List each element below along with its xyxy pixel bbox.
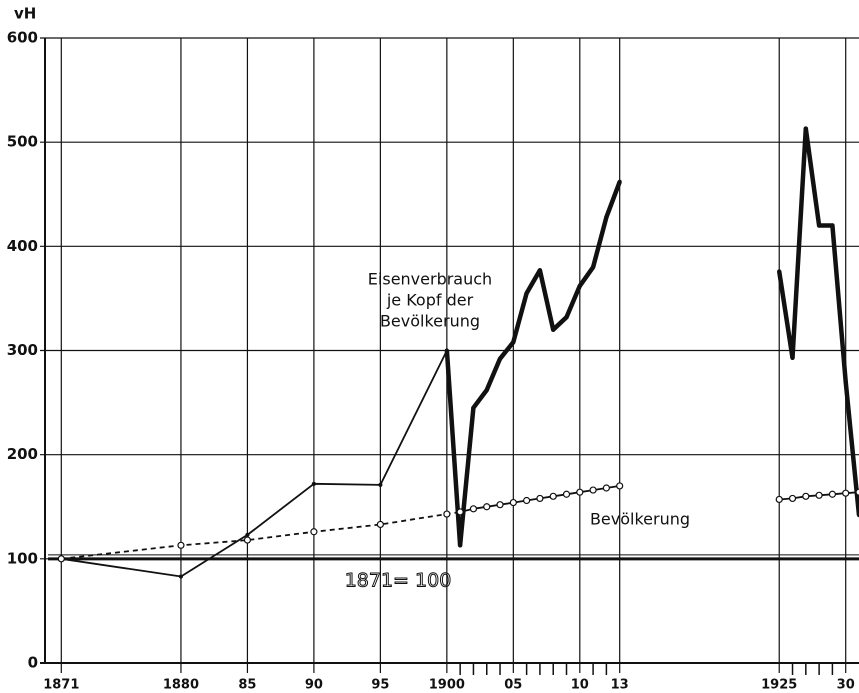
vertex	[590, 265, 596, 270]
x-tick-label: 30	[837, 678, 855, 693]
marker	[496, 501, 504, 509]
vertex	[471, 405, 476, 410]
annotation: Bevölkerung	[380, 312, 480, 331]
marker	[788, 494, 797, 503]
marker	[616, 482, 624, 490]
vertex	[803, 126, 808, 131]
x-tick-label: 10	[571, 678, 589, 693]
marker	[589, 486, 597, 494]
annotation: Eisenverbrauch	[368, 270, 492, 289]
x-tick-label: 1900	[429, 678, 465, 693]
vertex	[604, 215, 609, 220]
vertex	[497, 356, 503, 361]
y-tick-label: 600	[7, 29, 38, 47]
y-tick-label: 400	[7, 237, 38, 255]
marker	[483, 503, 491, 511]
marker	[509, 498, 517, 507]
vertex	[777, 269, 782, 274]
vertex	[617, 179, 622, 184]
y-tick-label: 500	[7, 133, 38, 151]
vertex	[790, 355, 795, 360]
marker	[243, 536, 252, 544]
marker	[842, 489, 850, 497]
line	[61, 511, 461, 560]
marker	[828, 490, 837, 498]
y-tick-label: 100	[7, 549, 38, 567]
vertex	[564, 315, 569, 320]
y-tick-label: 0	[28, 654, 38, 672]
x-tick-label: 1880	[163, 678, 199, 693]
vertex	[511, 340, 516, 345]
x-tick-label: 05	[504, 678, 522, 693]
vertex	[524, 291, 529, 296]
marker	[802, 492, 810, 500]
marker	[775, 495, 783, 504]
x-tick-label: 13	[611, 678, 629, 693]
vertex	[378, 482, 383, 487]
vertex	[817, 223, 822, 228]
marker	[815, 491, 823, 499]
y-tick-label: 300	[7, 341, 38, 359]
vertex	[444, 348, 449, 353]
marker	[855, 488, 859, 496]
line	[444, 181, 622, 548]
vertex	[577, 283, 582, 289]
marker	[523, 496, 531, 505]
marker	[562, 490, 571, 498]
x-tick-label: 85	[238, 678, 256, 693]
marker	[536, 494, 544, 503]
vertex	[245, 532, 250, 537]
marker	[602, 484, 610, 492]
vertex	[537, 268, 543, 273]
x-tick-label: 1871	[43, 678, 79, 693]
x-tick-label: 90	[305, 678, 323, 693]
vertex	[551, 327, 556, 332]
marker	[376, 520, 384, 529]
line	[776, 126, 859, 516]
vertex	[830, 223, 835, 228]
marker	[443, 510, 451, 518]
vertex	[311, 481, 317, 486]
vertex	[178, 574, 184, 579]
marker	[310, 528, 318, 536]
marker	[549, 492, 557, 500]
y-tick-label: 200	[7, 445, 38, 463]
marker	[576, 488, 584, 496]
marker	[469, 505, 478, 513]
marker	[57, 555, 65, 563]
annotation: Bevölkerung	[590, 510, 690, 529]
vertex	[484, 387, 489, 393]
vertex	[458, 543, 463, 548]
x-tick-label: 95	[371, 678, 389, 693]
marker	[177, 541, 185, 549]
marker	[456, 508, 464, 516]
y-axis-label: vH	[14, 5, 36, 23]
annotation: je Kopf der	[386, 291, 474, 310]
line	[61, 350, 448, 578]
vertex	[843, 379, 848, 384]
x-tick-label: 1925	[761, 678, 797, 693]
annotation: 1871= 100	[345, 570, 452, 592]
